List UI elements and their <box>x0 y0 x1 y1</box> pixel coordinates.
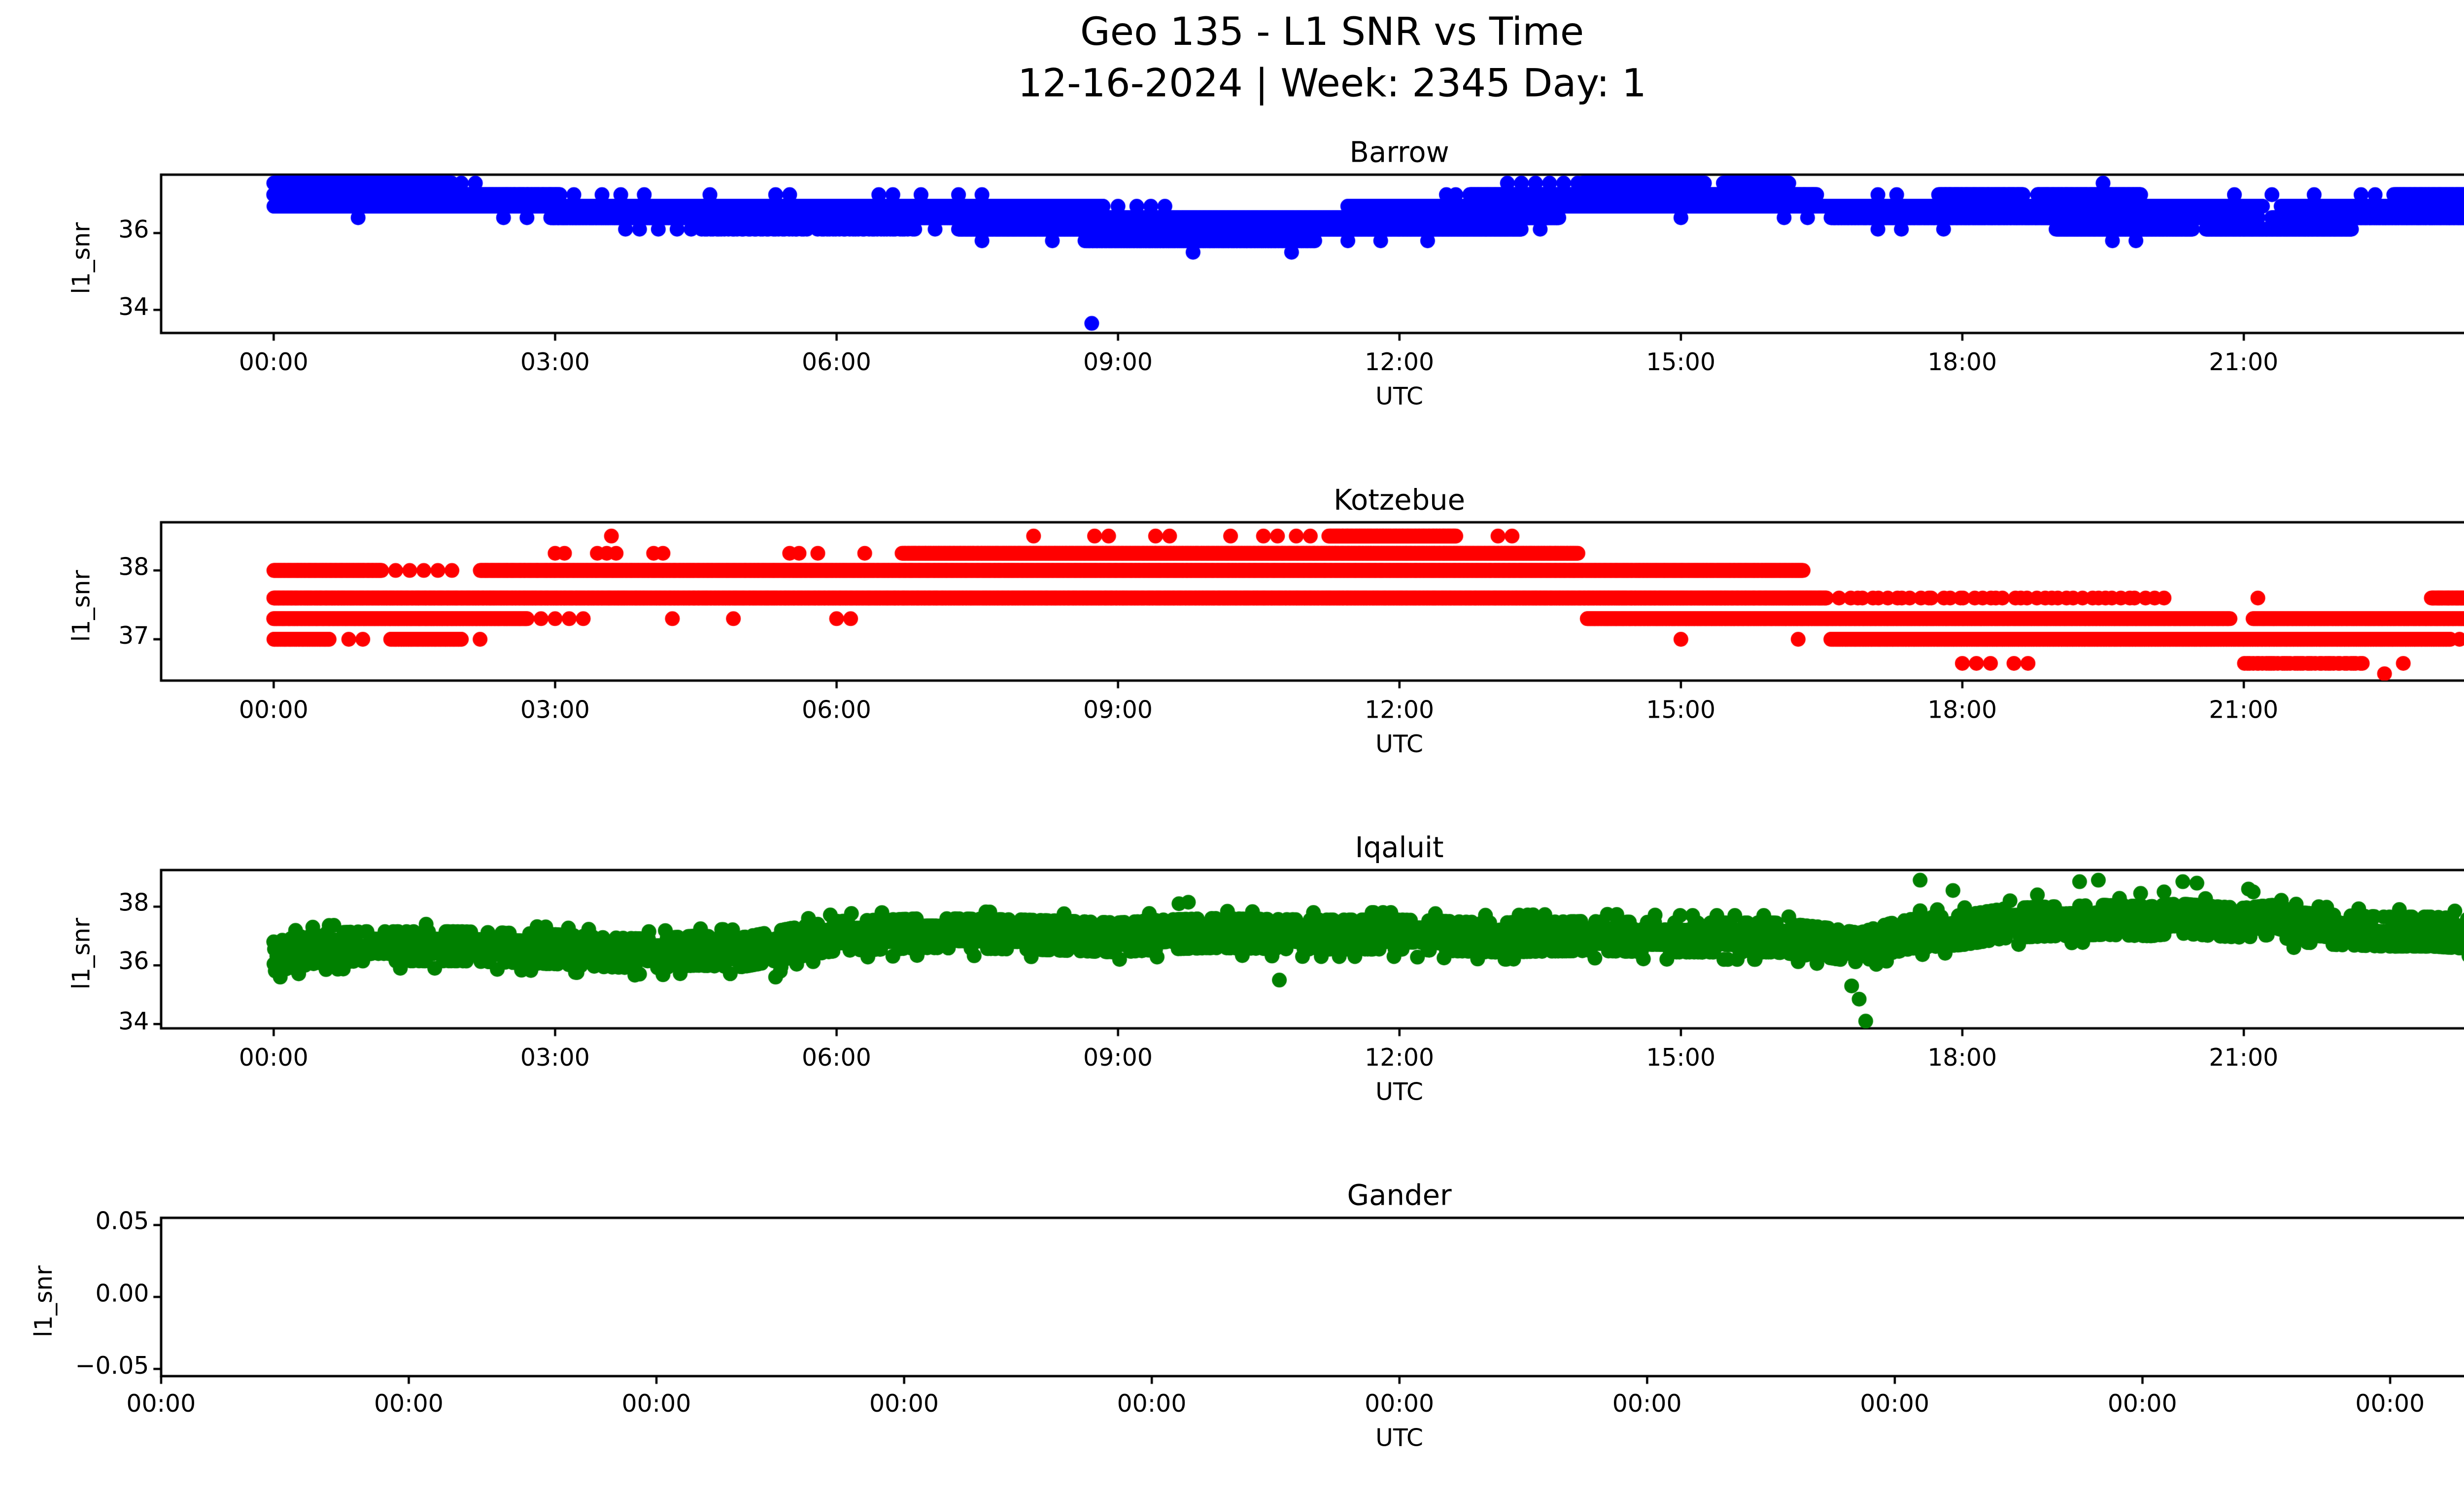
x-tick-label: 06:00 <box>801 349 871 377</box>
y-tick-label: 38 <box>118 890 149 918</box>
x-tick-label: 00:00 <box>1612 1391 1682 1420</box>
subplot-title-kotzebue: Kotzebue <box>1334 483 1466 516</box>
x-axis-label: UTC <box>1375 1078 1424 1106</box>
x-tick-label: 09:00 <box>1083 349 1153 377</box>
x-tick-label: 03:00 <box>520 1044 590 1072</box>
x-tick-label: 00:00 <box>2355 1391 2425 1420</box>
x-tick-label: 12:00 <box>1365 1044 1435 1072</box>
x-tick-label: 00:00 <box>1365 1391 1435 1420</box>
x-tick-label: 09:00 <box>1083 696 1153 724</box>
x-tick-label: 00:00 <box>2107 1391 2177 1420</box>
x-tick-label: 00:00 <box>374 1391 444 1420</box>
y-tick-label: 34 <box>118 294 149 322</box>
y-tick-label: 36 <box>118 217 149 245</box>
y-tick-label: 0.00 <box>95 1281 149 1309</box>
x-axis-label: UTC <box>1375 383 1424 411</box>
x-tick-label: 15:00 <box>1646 1044 1716 1072</box>
x-tick-label: 00:00 <box>239 1044 308 1072</box>
y-tick-label: −0.05 <box>75 1353 149 1380</box>
x-tick-label: 21:00 <box>2209 1044 2279 1072</box>
x-tick-label: 03:00 <box>520 349 590 377</box>
x-tick-label: 18:00 <box>1927 696 1997 724</box>
x-tick-label: 21:00 <box>2209 349 2279 377</box>
x-tick-label: 00:00 <box>869 1391 939 1420</box>
x-tick-label: 00:00 <box>1117 1391 1187 1420</box>
subplot-title-iqaluit: Iqaluit <box>1355 831 1444 864</box>
x-axis-label: UTC <box>1375 730 1424 759</box>
x-tick-label: 03:00 <box>520 696 590 724</box>
x-tick-label: 00:00 <box>239 349 308 377</box>
x-tick-label: 06:00 <box>801 696 871 724</box>
x-tick-label: 00:00 <box>239 696 308 724</box>
y-tick-label: 38 <box>118 555 149 582</box>
subplot-title-gander: Gander <box>1347 1178 1452 1211</box>
x-tick-label: 21:00 <box>2209 696 2279 724</box>
x-tick-label: 15:00 <box>1646 349 1716 377</box>
figure-subtitle: 12-16-2024 | Week: 2345 Day: 1 <box>1018 62 1646 107</box>
x-axis-label: UTC <box>1375 1426 1424 1454</box>
x-tick-label: 18:00 <box>1927 349 1997 377</box>
y-tick-label: 34 <box>118 1008 149 1036</box>
x-tick-label: 12:00 <box>1365 696 1435 724</box>
x-tick-label: 06:00 <box>801 1044 871 1072</box>
y-tick-label: 37 <box>118 623 149 651</box>
x-tick-label: 00:00 <box>126 1391 196 1420</box>
x-tick-label: 00:00 <box>621 1391 691 1420</box>
x-tick-label: 00:00 <box>1860 1391 1930 1420</box>
y-tick-label: 36 <box>118 949 149 977</box>
x-tick-label: 09:00 <box>1083 1044 1153 1072</box>
x-tick-label: 12:00 <box>1365 349 1435 377</box>
figure-title: Geo 135 - L1 SNR vs Time <box>1080 10 1584 55</box>
y-tick-label: 0.05 <box>95 1209 149 1237</box>
subplot-title-barrow: Barrow <box>1349 136 1449 169</box>
x-tick-label: 18:00 <box>1927 1044 1997 1072</box>
x-tick-label: 15:00 <box>1646 696 1716 724</box>
